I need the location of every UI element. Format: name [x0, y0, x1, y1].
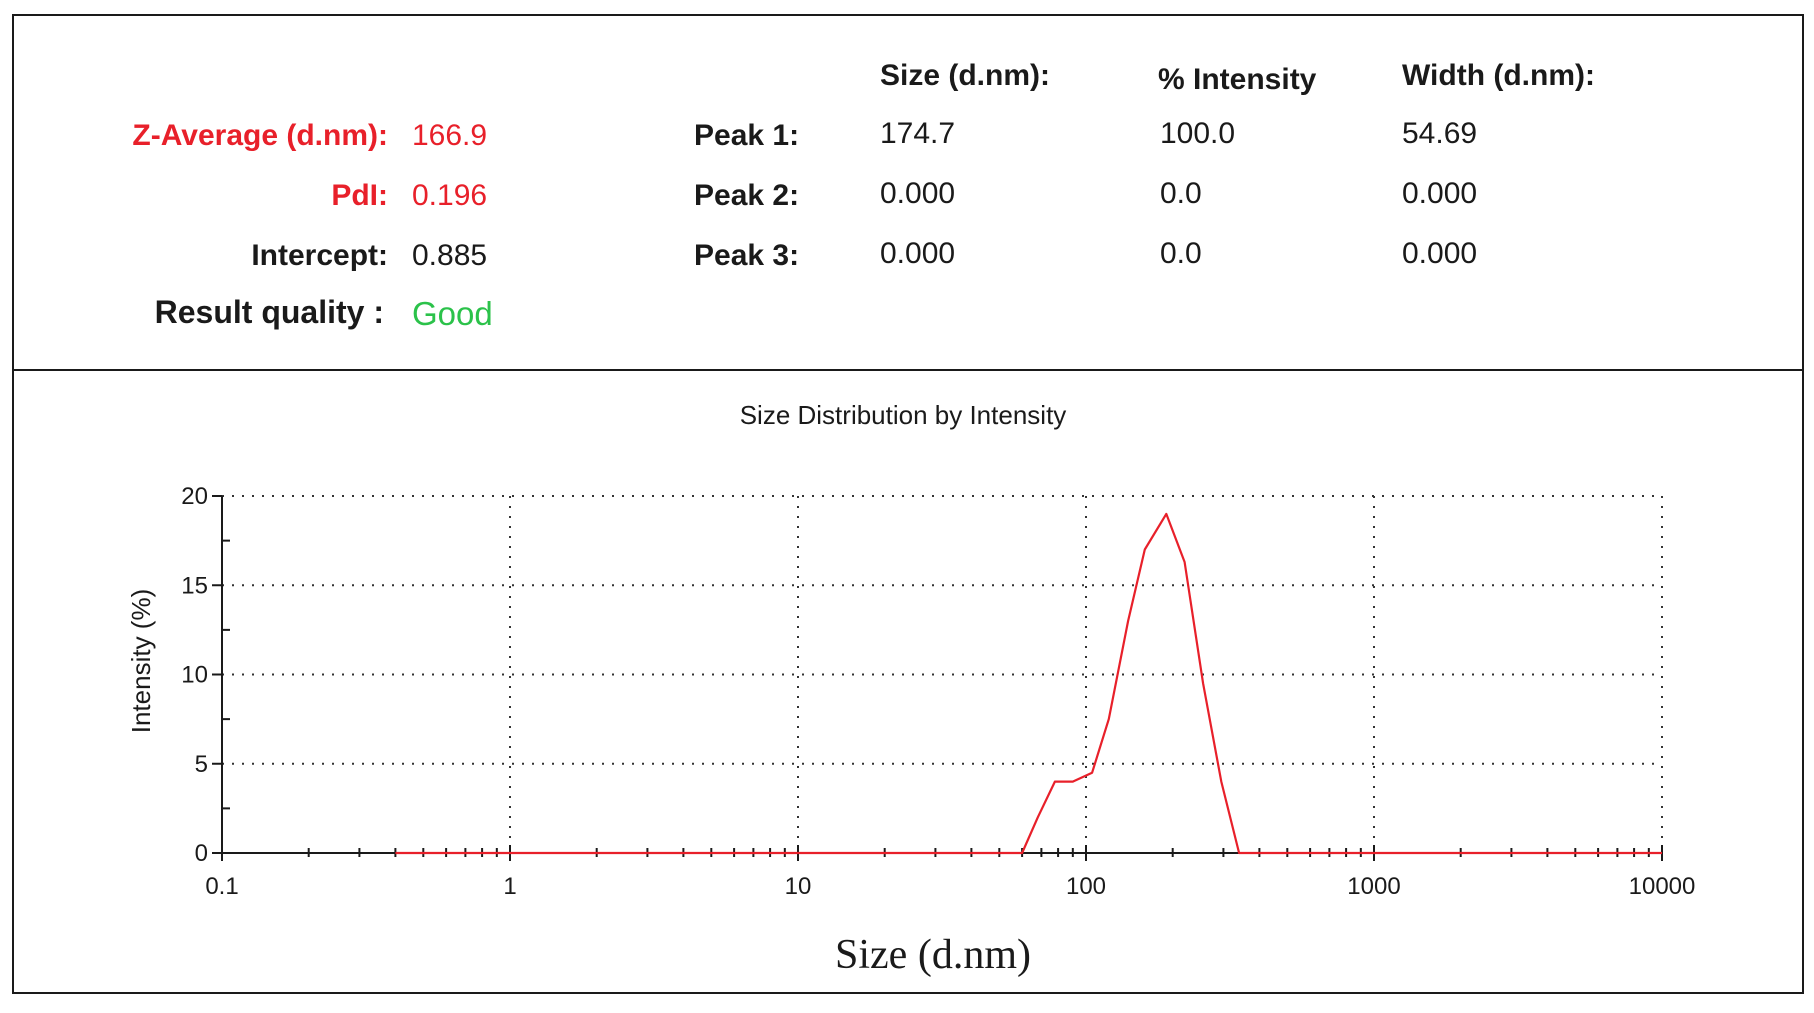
grid-layer [222, 495, 1663, 853]
peak-1-width: 54.69 [1402, 117, 1478, 150]
y-tick-label: 5 [195, 751, 208, 778]
x-tick-label: 10 [785, 873, 812, 900]
column-header-width: Width (d.nm): [1402, 59, 1595, 92]
section-divider [12, 369, 1804, 371]
x-tick-label: 1000 [1347, 873, 1400, 900]
peak-3-size: 0.000 [880, 237, 956, 270]
peak-1-intensity: 100.0 [1160, 117, 1236, 150]
y-tick-label: 15 [181, 572, 208, 599]
peak-3-label: Peak 3: [694, 239, 800, 272]
chart-panel: Size Distribution by Intensity 0 5 10 15 20 0… [0, 370, 1814, 993]
z-average-value: 166.9 [412, 119, 488, 152]
series-layer [395, 512, 1662, 855]
intercept-label: Intercept: [251, 239, 388, 272]
peak-1-size: 174.7 [880, 117, 956, 150]
size-distribution-chart: Size Distribution by Intensity 051015200… [126, 400, 1695, 978]
peak-3-width: 0.000 [1402, 237, 1478, 270]
x-tick-label: 1 [503, 873, 516, 900]
y-tick-label: 20 [181, 483, 208, 510]
peak-2-width: 0.000 [1402, 177, 1478, 210]
x-axis-label: Size (d.nm) [835, 932, 1031, 978]
peak-2-intensity: 0.0 [1160, 177, 1202, 210]
result-quality-label: Result quality : [154, 294, 384, 330]
y-tick-label: 10 [181, 662, 208, 689]
peak-3-intensity: 0.0 [1160, 237, 1202, 270]
x-tick-label: 10000 [1629, 873, 1696, 900]
chart-title: Size Distribution by Intensity [740, 400, 1067, 430]
column-header-size: Size (d.nm): [880, 59, 1050, 92]
peak-2-size: 0.000 [880, 177, 956, 210]
z-average-label: Z-Average (d.nm): [132, 119, 388, 152]
pdi-value: 0.196 [412, 179, 488, 212]
report-frame [12, 14, 1804, 994]
results-panel: Z-Average (d.nm): 166.9 PdI: 0.196 Inter… [0, 0, 1814, 369]
peak-2-label: Peak 2: [694, 179, 800, 212]
x-tick-label: 0.1 [205, 873, 238, 900]
column-header-intensity: % Intensity [1158, 63, 1317, 96]
x-tick-label: 100 [1066, 873, 1106, 900]
intensity-series-line [395, 512, 1662, 855]
y-tick-label: 0 [195, 840, 208, 867]
intercept-value: 0.885 [412, 239, 488, 272]
ticks-layer: 0 5 10 15 20 0.1 1 10 100 1000 10000 [181, 483, 1695, 900]
result-quality-value: Good [412, 295, 493, 332]
y-axis-label: Intensity (%) [126, 589, 156, 734]
pdi-label: PdI: [331, 179, 388, 212]
peak-1-label: Peak 1: [694, 119, 800, 152]
